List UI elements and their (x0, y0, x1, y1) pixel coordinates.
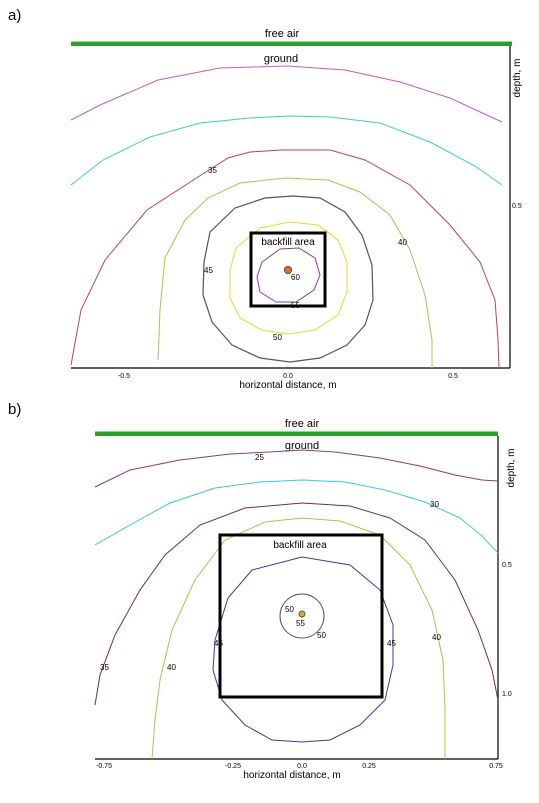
panel-b-ground-label: ground (285, 440, 319, 452)
panel-a-contour-cyan (70, 115, 503, 186)
panel-b-contour-label: 45 (214, 639, 223, 648)
panel-b-contour-35 (94, 502, 499, 706)
panel-a-contour-yellow (229, 221, 348, 335)
panel-b-x-tick: 0.25 (362, 763, 376, 770)
panel-b-contour-label: 50 (317, 631, 326, 640)
panel-a-y-axis-label: depth, m (512, 59, 523, 98)
panel-a-x-tick: 0.5 (448, 373, 458, 380)
panel-a-free-air-label: free air (265, 28, 300, 40)
panel-b-y-tick: 0.5 (502, 562, 512, 569)
panel-b: b) free air ground backfill area 25 30 3… (8, 401, 517, 781)
panel-a-x-axis-label: horizontal distance, m (239, 380, 336, 391)
panel-a-contour-label: 55 (291, 301, 300, 310)
panel-b-contour-50 (279, 593, 325, 639)
panel-b-contour-label: 40 (167, 663, 176, 672)
panel-b-contour-label: 40 (432, 633, 441, 642)
panel-b-backfill-label: backfill area (273, 540, 327, 551)
panel-b-contour-label: 30 (430, 500, 439, 509)
panel-b-contour-label: 50 (285, 605, 294, 614)
panel-b-source-marker (298, 610, 306, 618)
panel-a-contour-red (70, 149, 500, 369)
panel-a-y-tick: 0.5 (512, 203, 522, 210)
panel-b-contour-label: 45 (387, 639, 396, 648)
panel-b-contour-label: 55 (296, 619, 305, 628)
panel-a: a) free air ground backfill area 35 40 4… (8, 7, 523, 391)
panel-a-contour-magenta (70, 65, 503, 123)
panel-a-source-marker (284, 266, 292, 274)
panel-b-x-tick: -0.75 (96, 763, 112, 770)
panel-a-contour-label: 50 (273, 333, 282, 342)
panel-a-backfill-box (249, 231, 327, 308)
panel-b-free-air-label: free air (285, 418, 320, 430)
panel-a-contour-label: 35 (208, 166, 217, 175)
panel-a-contour-label: 40 (398, 238, 407, 247)
panel-b-contour-40 (151, 517, 446, 760)
panel-a-contour-purple (256, 247, 321, 303)
panel-b-y-axis-label: depth, m (506, 449, 517, 488)
panel-b-label: b) (8, 401, 21, 418)
panel-a-ground-label: ground (264, 53, 298, 65)
panel-b-contour-45 (212, 556, 394, 743)
panel-b-x-tick: -0.25 (225, 763, 241, 770)
panel-b-contour-25 (94, 449, 499, 488)
panel-a-backfill-label: backfill area (261, 237, 315, 248)
panel-a-contour-label: 45 (204, 266, 213, 275)
panel-b-y-tick: 1.0 (502, 691, 512, 698)
panel-a-contour-yellowgreen (157, 177, 433, 368)
panel-b-ground-surface (95, 431, 498, 436)
panel-a-ground-surface (71, 41, 512, 46)
panel-b-contour-label: 25 (255, 453, 264, 462)
panel-a-contour-gray (202, 195, 374, 363)
panel-a-x-tick: 0.0 (283, 373, 293, 380)
panel-b-contour-30 (94, 479, 499, 554)
panel-a-x-tick: -0.5 (118, 373, 130, 380)
panel-b-x-tick: 0.0 (297, 763, 307, 770)
panel-b-x-tick: 0.75 (489, 763, 503, 770)
panel-a-contour-label: 60 (291, 273, 300, 282)
panel-a-label: a) (8, 7, 21, 24)
panel-b-backfill-box (218, 533, 384, 699)
panel-b-x-axis-label: horizontal distance, m (243, 770, 340, 781)
panel-b-contour-label: 35 (100, 663, 109, 672)
